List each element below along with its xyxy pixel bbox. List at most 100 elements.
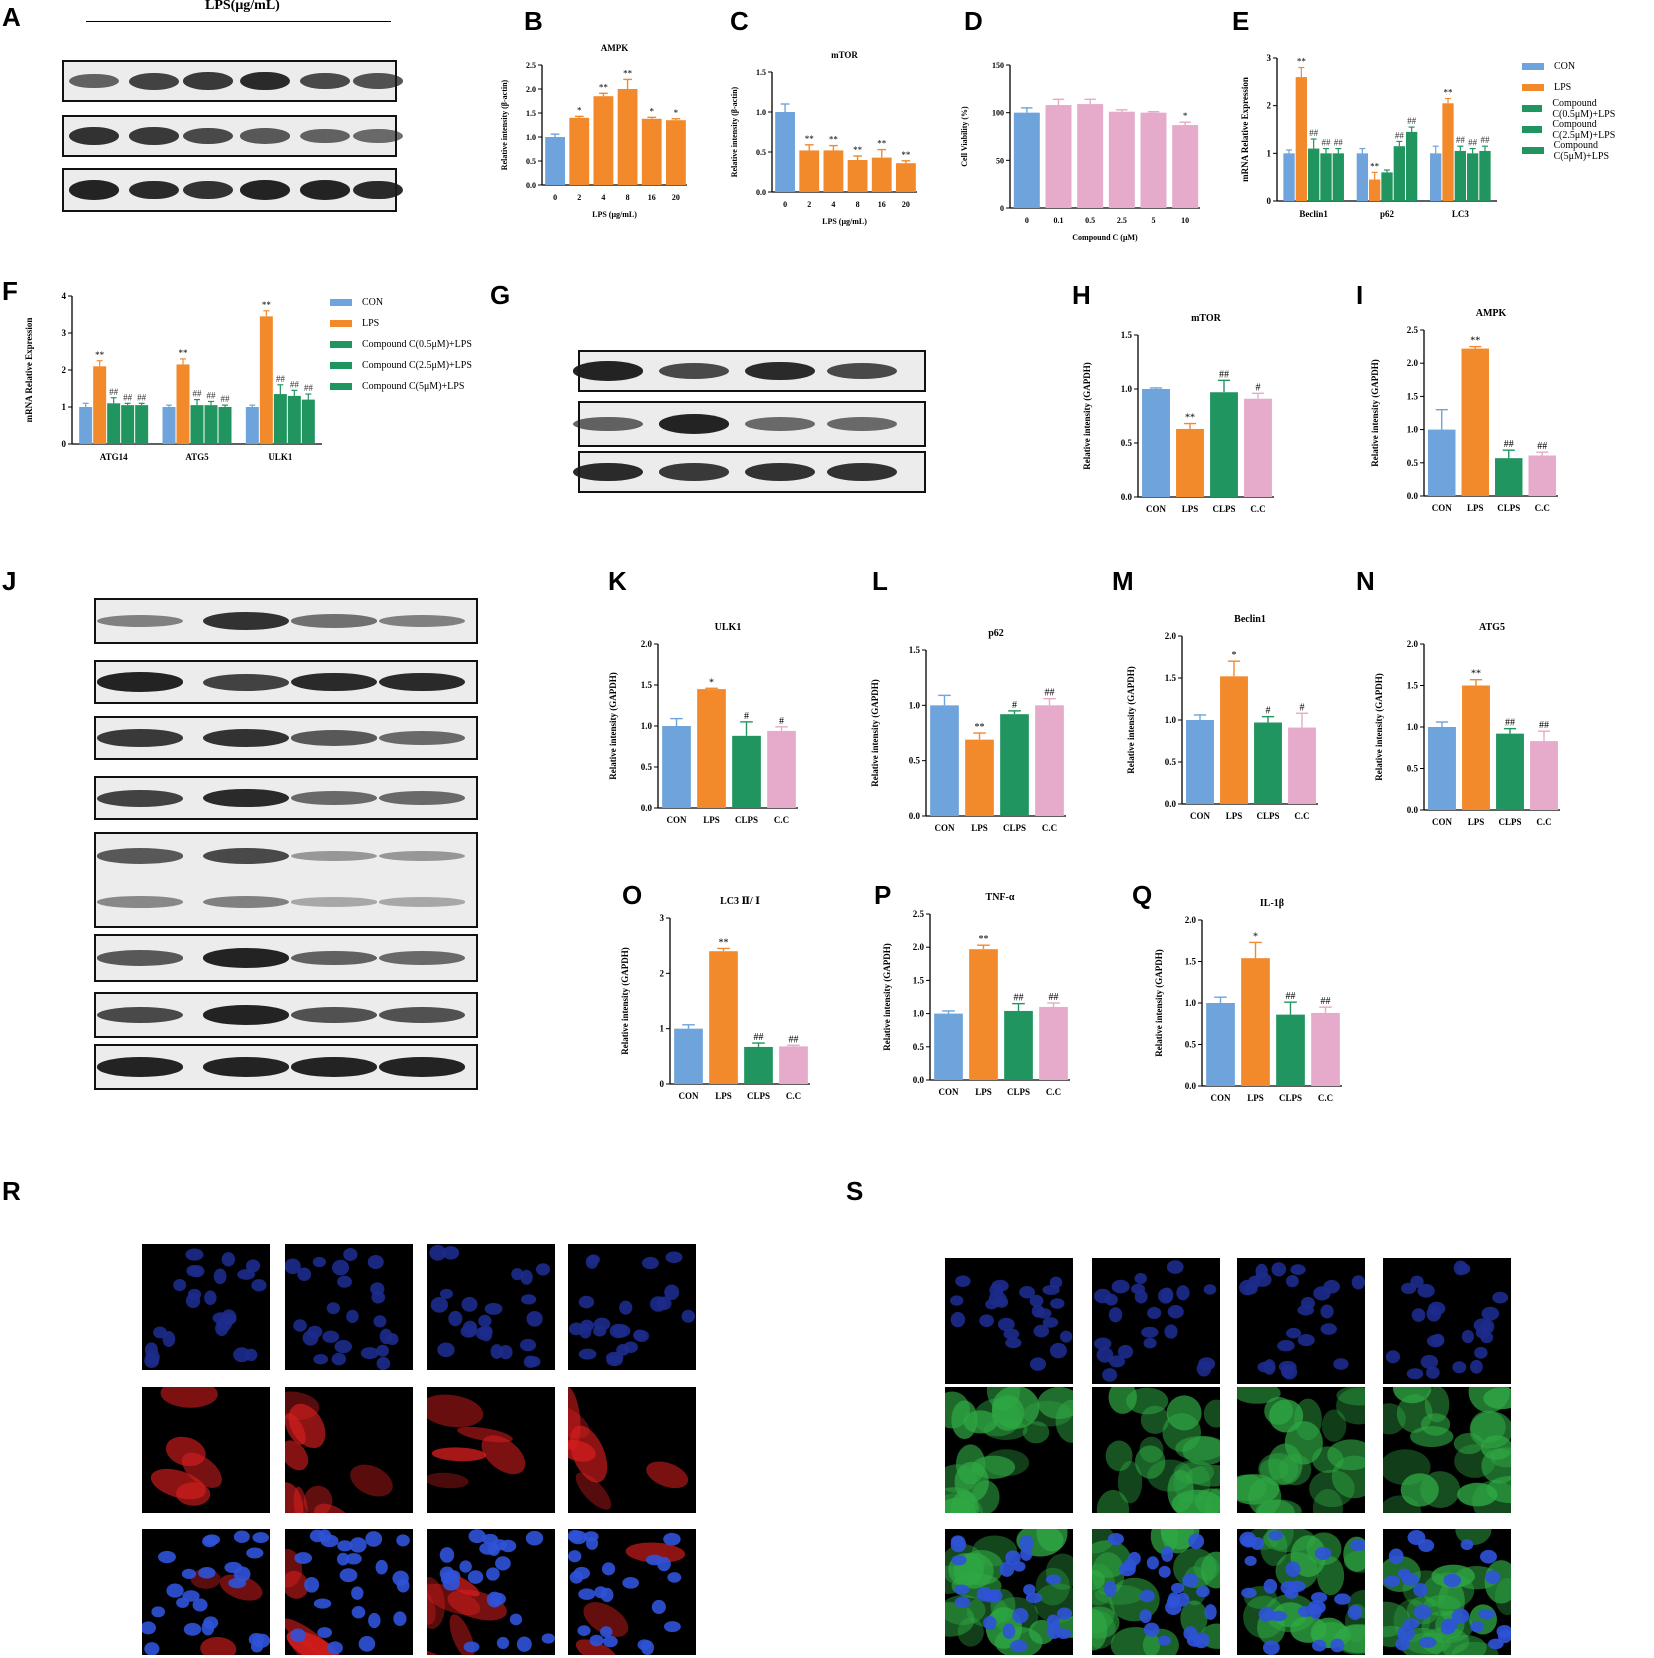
y-tick-label: 1.5 bbox=[526, 109, 536, 118]
nucleus bbox=[1263, 1578, 1278, 1594]
bar bbox=[732, 735, 761, 808]
nucleus bbox=[1176, 1285, 1190, 1301]
significance-mark: * bbox=[577, 105, 582, 115]
nucleus bbox=[1269, 1610, 1288, 1622]
significance-mark: ** bbox=[975, 722, 985, 733]
blot-j-band bbox=[290, 730, 378, 746]
cell-signal bbox=[575, 1472, 612, 1510]
bar bbox=[301, 399, 315, 444]
nucleus bbox=[1059, 1330, 1073, 1343]
nucleus bbox=[950, 1535, 965, 1547]
y-tick-label: 2.0 bbox=[913, 942, 925, 952]
nucleus bbox=[1314, 1547, 1332, 1561]
nucleus bbox=[526, 1310, 543, 1327]
nucleus bbox=[578, 1348, 597, 1360]
nucleus bbox=[997, 1317, 1015, 1332]
significance-mark: ## bbox=[276, 374, 286, 384]
nucleus bbox=[396, 1578, 410, 1593]
nucleus bbox=[1313, 1286, 1331, 1301]
cell-signal bbox=[1096, 1489, 1130, 1513]
bar bbox=[1172, 125, 1199, 208]
y-tick-label: 1.0 bbox=[641, 721, 653, 731]
nucleus bbox=[619, 1300, 633, 1315]
nucleus bbox=[346, 1309, 359, 1323]
nucleus bbox=[606, 1354, 623, 1367]
panel-label-e: E bbox=[1232, 6, 1250, 36]
chart-title: LC3 Ⅱ/ Ⅰ bbox=[720, 896, 760, 907]
nucleus bbox=[1297, 1334, 1315, 1347]
blot-j-band bbox=[378, 850, 466, 862]
bar bbox=[93, 366, 107, 444]
micrograph-lc3 bbox=[945, 1387, 1073, 1513]
y-tick-label: 1.0 bbox=[1407, 425, 1419, 435]
y-tick-label: 0.5 bbox=[1165, 757, 1177, 767]
cell-signal bbox=[1455, 1529, 1492, 1546]
chart-i-ampk: AMPK 0.0 0.5 1.0 1.5 2.0 2.5 Relative intensity… bbox=[1370, 308, 1558, 513]
nucleus bbox=[151, 1606, 165, 1618]
y-tick-label: 1.5 bbox=[756, 68, 766, 77]
nucleus bbox=[1049, 1342, 1067, 1359]
nucleus bbox=[1461, 1329, 1474, 1344]
bar bbox=[1428, 429, 1456, 496]
blot-j-band bbox=[290, 791, 378, 805]
nucleus bbox=[589, 1634, 604, 1647]
panel-label-l: L bbox=[872, 566, 888, 596]
y-axis-label: Relative intensity (GAPDH) bbox=[870, 679, 880, 786]
chart-title: p62 bbox=[988, 628, 1004, 639]
nucleus bbox=[1452, 1361, 1467, 1374]
y-axis-label: Cell Viability (%) bbox=[960, 106, 969, 167]
nucleus bbox=[1492, 1291, 1509, 1304]
blot-j-band bbox=[202, 673, 290, 691]
nucleus bbox=[1388, 1548, 1404, 1565]
significance-mark: ## bbox=[789, 1034, 799, 1045]
micrograph-p62 bbox=[142, 1387, 270, 1513]
panel-label-k: K bbox=[608, 566, 627, 596]
legend-swatch bbox=[330, 383, 352, 390]
y-tick-label: 1.0 bbox=[756, 108, 766, 117]
bar bbox=[744, 1046, 773, 1084]
nucleus bbox=[185, 1248, 204, 1261]
nucleus bbox=[1333, 1358, 1349, 1370]
cell-signal bbox=[646, 1461, 689, 1489]
nucleus bbox=[1330, 1638, 1345, 1653]
nucleus bbox=[490, 1344, 503, 1359]
blot-g-band bbox=[572, 361, 644, 381]
nucleus bbox=[331, 1259, 350, 1276]
blot-a-band bbox=[353, 129, 403, 143]
nucleus bbox=[304, 1577, 320, 1593]
nucleus bbox=[1143, 1337, 1157, 1349]
cell-signal bbox=[1409, 1426, 1454, 1448]
legend-item: Compound C(5μM)+LPS bbox=[1522, 140, 1654, 162]
y-axis-label: Relative intensity (GAPDH) bbox=[1154, 949, 1164, 1056]
nucleus bbox=[252, 1633, 270, 1648]
nucleus bbox=[577, 1625, 591, 1636]
nucleus bbox=[486, 1591, 503, 1608]
nucleus bbox=[182, 1590, 200, 1602]
nucleus bbox=[1285, 1275, 1299, 1288]
y-axis-label: Relative intensity (β-actin) bbox=[730, 86, 739, 177]
significance-mark: ## bbox=[1334, 138, 1344, 148]
bar bbox=[617, 89, 638, 185]
nucleus bbox=[327, 1641, 343, 1655]
y-axis-label: Relative intensity (GAPDH) bbox=[608, 672, 618, 779]
y-tick-label: 0.0 bbox=[1407, 491, 1419, 501]
blot-g-band bbox=[658, 362, 730, 380]
significance-mark: ## bbox=[1539, 720, 1549, 731]
nucleus bbox=[336, 1552, 350, 1566]
x-tick-label: C.C bbox=[1294, 811, 1309, 821]
nucleus bbox=[587, 1254, 600, 1265]
legend-label: Compound C(5μM)+LPS bbox=[362, 381, 465, 392]
cell-signal bbox=[945, 1544, 985, 1587]
blot-j-band bbox=[96, 896, 184, 908]
nucleus bbox=[478, 1314, 492, 1328]
x-tick-label: CLPS bbox=[1498, 817, 1521, 827]
nucleus bbox=[1005, 1337, 1022, 1349]
nucleus bbox=[1244, 1555, 1257, 1567]
cell-signal bbox=[1495, 1577, 1511, 1616]
cell-signal bbox=[1092, 1608, 1108, 1651]
y-tick-label: 0.5 bbox=[1407, 458, 1419, 468]
nucleus bbox=[429, 1244, 447, 1261]
blot-j-membrane bbox=[94, 832, 478, 928]
